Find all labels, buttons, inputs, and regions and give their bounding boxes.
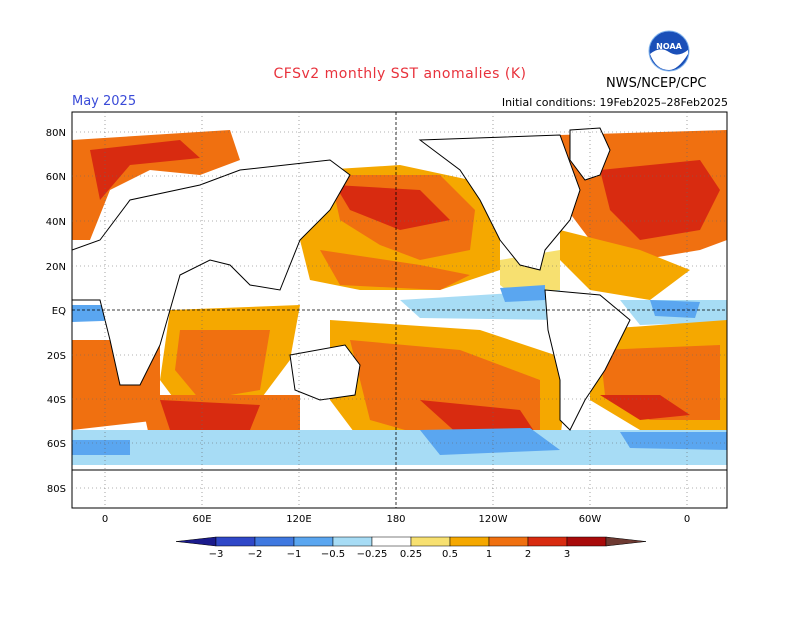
lat-label: 80N: [46, 128, 66, 139]
logo-text: NOAA: [656, 42, 682, 51]
colorbar-tick-label: 2: [525, 549, 531, 560]
colorbar-tick-label: −0.25: [357, 549, 388, 560]
lon-label: 60E: [192, 514, 211, 525]
colorbar-tick-label: 0.25: [400, 549, 422, 560]
colorbar-legend: −3 −2 −1 −0.5 −0.25 0.25 0.5 1 2 3: [175, 536, 647, 560]
anomaly-field: [72, 112, 727, 508]
lat-label: 40S: [47, 395, 66, 406]
colorbar-segment: [449, 536, 490, 547]
colorbar-tick-label: −2: [248, 549, 263, 560]
colorbar-segment: [371, 536, 412, 547]
colorbar-segment: [527, 536, 568, 547]
colorbar-segment: [332, 536, 373, 547]
lon-label: 0: [684, 514, 690, 525]
lat-label: 60S: [47, 439, 66, 450]
colorbar-segment: [215, 536, 256, 547]
lat-label: 20S: [47, 351, 66, 362]
lon-label: 120W: [479, 514, 508, 525]
colorbar-segment: [293, 536, 334, 547]
lat-label: 20N: [46, 262, 66, 273]
noaa-logo-icon: NOAA: [648, 30, 690, 72]
colorbar-segment: [254, 536, 295, 547]
lon-label: 120E: [286, 514, 311, 525]
colorbar-tick-label: 3: [564, 549, 570, 560]
colorbar-max-arrow: [605, 536, 647, 547]
lat-label: EQ: [52, 306, 66, 317]
colorbar-segment: [410, 536, 451, 547]
colorbar-tick-label: 1: [486, 549, 492, 560]
colorbar-min-arrow: [175, 536, 217, 547]
lon-label: 60W: [579, 514, 602, 525]
colorbar-segment: [488, 536, 529, 547]
lon-label: 0: [102, 514, 108, 525]
colorbar-tick-label: −3: [209, 549, 224, 560]
lat-label: 80S: [47, 484, 66, 495]
lon-label: 180: [386, 514, 405, 525]
lat-label: 40N: [46, 217, 66, 228]
agency-label: NWS/NCEP/CPC: [606, 76, 707, 91]
colorbar-segment: [566, 536, 607, 547]
initial-conditions: Initial conditions: 19Feb2025–28Feb2025: [501, 96, 728, 109]
colorbar-tick-label: −0.5: [321, 549, 345, 560]
forecast-month: May 2025: [72, 94, 137, 109]
lat-label: 60N: [46, 172, 66, 183]
map-title: CFSv2 monthly SST anomalies (K): [273, 66, 527, 82]
colorbar-tick-label: −1: [287, 549, 302, 560]
colorbar-tick-label: 0.5: [442, 549, 458, 560]
